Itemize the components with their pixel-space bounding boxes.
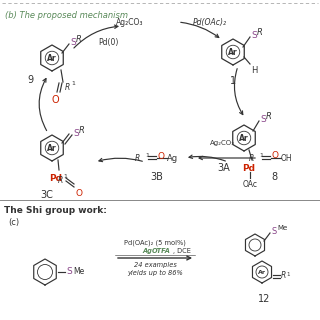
Text: (b) The proposed mechanism: (b) The proposed mechanism xyxy=(5,11,128,20)
Text: O: O xyxy=(75,189,82,198)
Text: , DCE: , DCE xyxy=(173,248,191,254)
Text: 24 examples: 24 examples xyxy=(133,262,176,268)
Text: S: S xyxy=(260,115,266,124)
Text: Ar: Ar xyxy=(47,53,57,62)
Text: R: R xyxy=(76,35,82,44)
Text: Ag: Ag xyxy=(142,248,152,254)
Text: OTFA: OTFA xyxy=(152,248,171,254)
Text: H: H xyxy=(251,66,257,75)
Text: 8: 8 xyxy=(271,172,277,182)
Text: Ar: Ar xyxy=(258,269,266,275)
Text: 1: 1 xyxy=(145,153,149,157)
Text: R: R xyxy=(257,28,263,36)
Text: R: R xyxy=(266,111,272,121)
Text: R: R xyxy=(79,125,85,134)
Text: S: S xyxy=(271,227,276,236)
Text: Me: Me xyxy=(73,268,84,276)
Text: R: R xyxy=(58,176,63,185)
Text: Pd: Pd xyxy=(243,164,255,173)
Text: O: O xyxy=(271,151,278,160)
Text: Ar: Ar xyxy=(228,47,238,57)
Text: Pd: Pd xyxy=(50,174,62,183)
Text: OH: OH xyxy=(281,154,292,163)
Text: yields up to 86%: yields up to 86% xyxy=(127,270,183,276)
Text: Ag₂CO₃: Ag₂CO₃ xyxy=(210,140,235,146)
Text: Ag₂CO₃: Ag₂CO₃ xyxy=(116,18,144,27)
Text: S: S xyxy=(70,37,76,46)
Text: 1: 1 xyxy=(259,153,263,157)
Text: R: R xyxy=(281,271,286,281)
Text: Me: Me xyxy=(277,225,287,231)
Text: Ar: Ar xyxy=(47,143,57,153)
Text: S: S xyxy=(73,129,79,138)
Text: 12: 12 xyxy=(258,294,270,304)
Text: Pd(OAc)₂ (5 mol%): Pd(OAc)₂ (5 mol%) xyxy=(124,240,186,246)
Text: 3B: 3B xyxy=(151,172,164,182)
Text: R: R xyxy=(135,154,140,163)
Text: The Shi group work:: The Shi group work: xyxy=(4,206,107,215)
Text: Ar: Ar xyxy=(239,133,249,142)
Text: 3A: 3A xyxy=(218,163,230,173)
Text: O: O xyxy=(51,95,59,105)
Text: 1: 1 xyxy=(286,271,290,276)
Text: S: S xyxy=(251,30,257,39)
Text: Ag: Ag xyxy=(167,154,178,163)
Text: 3C: 3C xyxy=(41,190,53,200)
Text: Pd(0): Pd(0) xyxy=(98,37,118,46)
Text: (c): (c) xyxy=(8,218,19,227)
Text: O: O xyxy=(157,152,164,161)
Text: 1: 1 xyxy=(63,174,67,179)
Text: R: R xyxy=(249,154,254,163)
Text: S: S xyxy=(66,268,72,276)
Text: R: R xyxy=(65,83,70,92)
Text: OAc: OAc xyxy=(243,180,258,189)
Text: 1: 1 xyxy=(71,81,75,86)
Text: 1: 1 xyxy=(230,76,236,86)
Text: 9: 9 xyxy=(27,75,33,85)
Text: Pd(OAc)₂: Pd(OAc)₂ xyxy=(193,18,227,27)
